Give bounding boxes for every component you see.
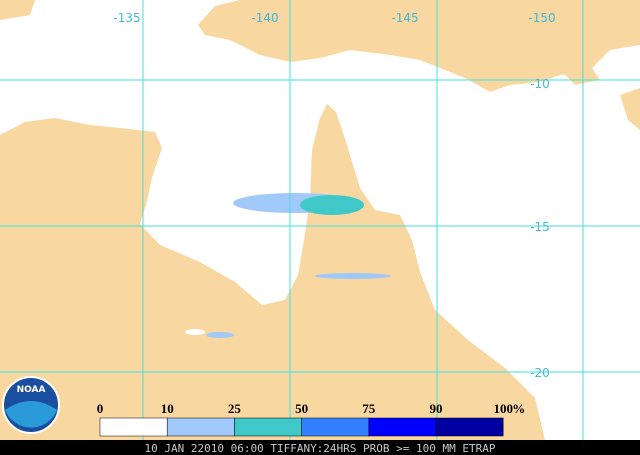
longitude-label: -140 bbox=[251, 11, 278, 25]
prob-area bbox=[315, 273, 391, 279]
legend-label: 25 bbox=[228, 401, 242, 416]
probability-areas bbox=[185, 193, 391, 338]
legend-label: 10 bbox=[161, 401, 174, 416]
caption-bar bbox=[0, 440, 640, 455]
legend: 0 10 25 50 75 90 100% bbox=[97, 401, 525, 437]
legend-label: 0 bbox=[97, 401, 104, 416]
legend-unit: % bbox=[512, 401, 525, 416]
latitude-label: -10 bbox=[530, 77, 550, 91]
legend-label: 100 bbox=[493, 401, 513, 416]
latitude-label: -15 bbox=[530, 220, 550, 234]
legend-swatch bbox=[234, 417, 302, 437]
logo: NOAA bbox=[2, 376, 60, 434]
legend-swatch bbox=[166, 417, 235, 437]
prob-area bbox=[185, 329, 205, 335]
prob-area bbox=[206, 332, 234, 338]
longitude-label: -150 bbox=[528, 11, 555, 25]
legend-swatch bbox=[435, 417, 504, 437]
caption: 10 JAN 22010 06:00 TIFFANY:24HRS PROB >=… bbox=[145, 442, 496, 455]
prob-area bbox=[300, 195, 364, 215]
legend-swatch bbox=[301, 417, 370, 437]
longitude-label: -135 bbox=[113, 11, 140, 25]
latitude-label: -20 bbox=[530, 366, 550, 380]
logo-text: NOAA bbox=[17, 385, 46, 395]
legend-label: 90 bbox=[430, 401, 443, 416]
legend-label: 75 bbox=[362, 401, 376, 416]
legend-swatch bbox=[99, 417, 168, 437]
graticule bbox=[0, 0, 640, 440]
legend-swatch bbox=[368, 417, 437, 437]
longitude-label: -145 bbox=[391, 11, 418, 25]
legend-label: 50 bbox=[295, 401, 308, 416]
